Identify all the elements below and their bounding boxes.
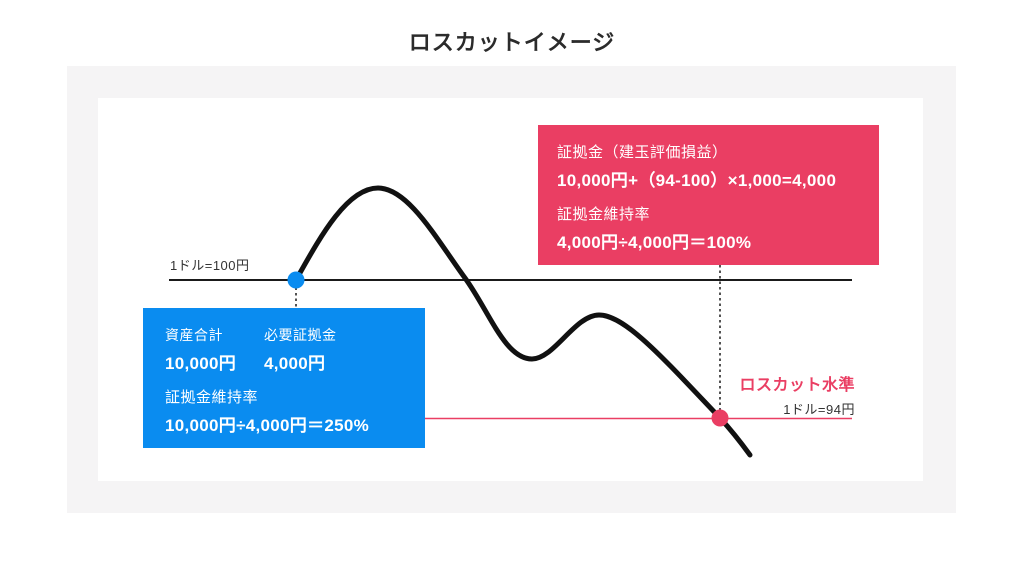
asset-card-columns: 資産合計 10,000円 必要証拠金 4,000円	[165, 325, 425, 374]
asset-margin-rate-label: 証拠金維持率	[165, 389, 259, 406]
asset-total-header: 資産合計	[165, 327, 223, 343]
losscut-point-dot	[711, 409, 729, 427]
margin-label: 証拠金（建玉評価損益）	[557, 144, 728, 161]
margin-rate-formula: 4,000円÷4,000円＝100%	[557, 233, 752, 252]
asset-total-value: 10,000円	[165, 354, 237, 373]
required-margin-column: 必要証拠金 4,000円	[264, 325, 337, 374]
required-margin-header: 必要証拠金	[264, 327, 337, 343]
diagram-svg	[169, 185, 852, 458]
asset-total-column: 資産合計 10,000円	[165, 325, 264, 374]
asset-margin-rate-formula: 10,000円÷4,000円＝250%	[165, 416, 370, 435]
price-curve	[293, 185, 753, 458]
losscut-labels: ロスカット水準 1ドル=94円	[739, 371, 855, 418]
entry-point-dot	[287, 271, 305, 289]
required-margin-value: 4,000円	[264, 354, 326, 373]
inner-panel: 1ドル=100円 資産合計 10,000円 必要証拠金 4,000円 証拠金維持…	[98, 98, 923, 481]
losscut-level-label: ロスカット水準	[739, 377, 855, 394]
margin-info-card: 証拠金（建玉評価損益） 10,000円+（94-100）×1,000=4,000…	[538, 125, 879, 265]
start-price-label: 1ドル=100円	[170, 258, 250, 273]
asset-info-card: 資産合計 10,000円 必要証拠金 4,000円 証拠金維持率 10,000円…	[143, 308, 425, 448]
margin-formula: 10,000円+（94-100）×1,000=4,000	[557, 171, 837, 190]
losscut-price-label: 1ドル=94円	[783, 402, 855, 417]
margin-rate-label: 証拠金維持率	[557, 206, 651, 223]
page-title: ロスカットイメージ	[408, 30, 616, 55]
